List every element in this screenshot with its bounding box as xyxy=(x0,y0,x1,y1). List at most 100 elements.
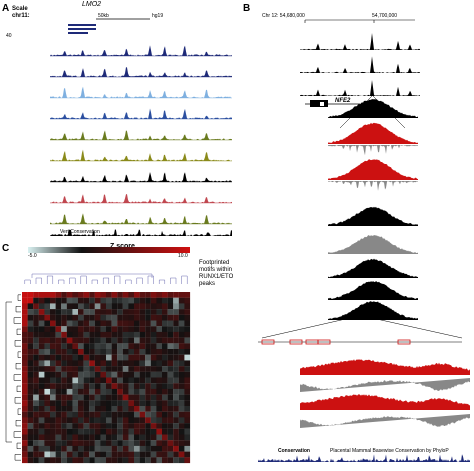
heat-cell xyxy=(145,331,151,338)
heat-cell xyxy=(128,377,135,384)
heat-cell xyxy=(156,383,163,389)
heat-cell xyxy=(44,406,51,412)
heat-cell xyxy=(27,343,34,350)
heat-cell xyxy=(162,440,168,446)
heat-cell xyxy=(122,326,129,332)
heat-cell xyxy=(100,326,107,332)
heat-cell xyxy=(55,394,62,401)
heat-cell xyxy=(50,445,56,452)
heat-cell xyxy=(44,360,51,367)
heat-cell xyxy=(94,445,101,452)
heat-cell xyxy=(173,406,179,412)
heat-cell xyxy=(145,326,151,332)
heat-cell xyxy=(72,428,79,435)
heat-cell xyxy=(83,371,90,378)
heat-cell xyxy=(167,400,174,407)
heat-cell xyxy=(178,411,185,418)
heat-cell xyxy=(50,417,56,424)
heat-cell xyxy=(100,400,107,407)
heat-cell xyxy=(100,457,107,464)
b-zoom-peak-5 xyxy=(328,258,418,278)
heat-cell xyxy=(72,326,79,332)
heat-cell xyxy=(55,297,62,304)
heat-cell xyxy=(27,428,34,435)
heat-cell xyxy=(33,423,39,429)
heat-cell xyxy=(66,383,73,389)
heat-cell xyxy=(145,383,151,389)
heat-cell xyxy=(83,331,90,338)
heat-cell xyxy=(178,309,185,315)
heat-cell xyxy=(167,411,174,418)
heat-cell xyxy=(61,434,67,441)
heat-cell xyxy=(83,457,90,464)
heat-cell xyxy=(33,451,39,458)
heat-cell xyxy=(94,303,101,310)
heat-cell xyxy=(33,411,39,418)
heat-cell xyxy=(66,406,73,412)
heat-cell xyxy=(167,326,174,332)
heat-cell xyxy=(50,320,56,327)
heat-cell xyxy=(162,371,168,378)
heat-cell xyxy=(27,383,34,389)
heat-cell xyxy=(66,326,73,332)
heat-cell xyxy=(162,297,168,304)
heat-cell xyxy=(33,394,39,401)
heat-cell xyxy=(89,343,95,350)
heat-cell xyxy=(38,326,45,332)
heat-cell xyxy=(22,377,28,384)
heat-cell xyxy=(38,366,45,372)
heat-cell xyxy=(89,371,95,378)
heat-cell xyxy=(184,349,191,355)
heat-cell xyxy=(83,445,90,452)
heat-cell xyxy=(66,377,73,384)
heat-cell xyxy=(83,394,90,401)
heat-cell xyxy=(111,434,118,441)
heat-cell xyxy=(50,309,56,315)
heat-cell xyxy=(72,354,79,361)
heat-cell xyxy=(145,417,151,424)
b-conservation-signal xyxy=(258,454,470,462)
heat-cell xyxy=(134,337,140,344)
heat-cell xyxy=(150,434,157,441)
heat-cell xyxy=(100,371,107,378)
heat-cell xyxy=(83,451,90,458)
heat-cell xyxy=(44,457,51,464)
heat-cell xyxy=(106,445,112,452)
heat-cell xyxy=(139,377,146,384)
heat-cell xyxy=(33,337,39,344)
heat-cell xyxy=(100,383,107,389)
heat-cell xyxy=(162,326,168,332)
heat-cell xyxy=(78,451,84,458)
heat-cell xyxy=(94,371,101,378)
heat-cell xyxy=(156,423,163,429)
heat-cell xyxy=(38,411,45,418)
chr-label: chr11: xyxy=(12,13,30,19)
heat-cell xyxy=(33,326,39,332)
heat-cell xyxy=(122,400,129,407)
heat-cell xyxy=(178,383,185,389)
heat-cell xyxy=(94,326,101,332)
heat-cell xyxy=(139,423,146,429)
heat-cell xyxy=(89,388,95,395)
heat-cell xyxy=(173,394,179,401)
heat-cell xyxy=(150,377,157,384)
a-track-signal-8 xyxy=(50,213,232,224)
heat-cell xyxy=(178,394,185,401)
heat-cell xyxy=(27,457,34,464)
heat-cell xyxy=(117,388,123,395)
heat-cell xyxy=(38,383,45,389)
heat-cell xyxy=(139,406,146,412)
heat-cell xyxy=(128,406,135,412)
heat-cell xyxy=(139,371,146,378)
heat-cell xyxy=(78,440,84,446)
heat-cell xyxy=(72,457,79,464)
heat-cell xyxy=(27,388,34,395)
heat-cell xyxy=(117,383,123,389)
heat-cell xyxy=(27,451,34,458)
heat-cell xyxy=(44,354,51,361)
b-motif-box-1 xyxy=(289,339,303,345)
heat-cell xyxy=(173,360,179,367)
heat-cell xyxy=(61,445,67,452)
heat-cell xyxy=(162,303,168,310)
heat-cell xyxy=(44,349,51,355)
